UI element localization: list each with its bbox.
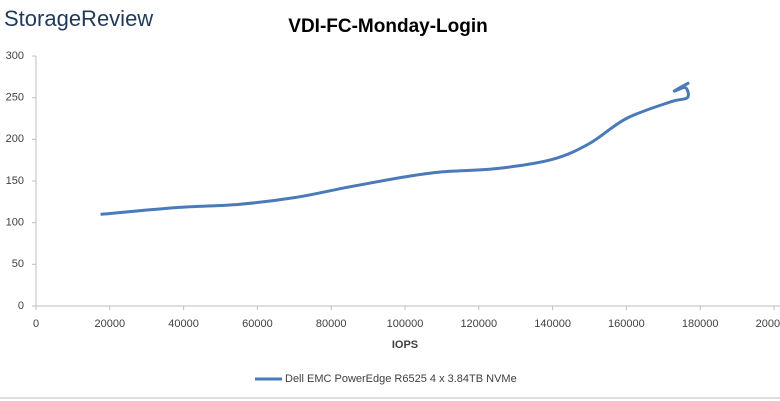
x-tick-label: 20000 (95, 318, 126, 330)
y-tick-label: 150 (6, 175, 24, 187)
x-tick-label: 0 (33, 318, 39, 330)
x-tick-label: 180000 (682, 318, 719, 330)
logo: StorageReview (4, 6, 153, 31)
legend-label: Dell EMC PowerEdge R6525 4 x 3.84TB NVMe (285, 373, 517, 385)
y-tick-label: 0 (18, 300, 24, 312)
x-tick-label: 120000 (460, 318, 497, 330)
y-tick-label: 300 (6, 50, 24, 62)
x-tick-label: 80000 (316, 318, 347, 330)
x-tick-label: 140000 (534, 318, 571, 330)
series-line (100, 81, 690, 216)
y-tick-label: 50 (12, 258, 24, 270)
y-tick-label: 100 (6, 217, 24, 229)
y-tick-label: 250 (6, 92, 24, 104)
x-tick-label: 160000 (608, 318, 645, 330)
x-tick-label: 40000 (168, 318, 199, 330)
x-axis-label: IOPS (392, 339, 418, 351)
y-tick-label: 200 (6, 133, 24, 145)
chart-title: VDI-FC-Monday-Login (288, 16, 487, 37)
x-tick-label: 60000 (242, 318, 273, 330)
x-tick-label: 100000 (387, 318, 424, 330)
x-tick-label: 200000 (756, 318, 780, 330)
